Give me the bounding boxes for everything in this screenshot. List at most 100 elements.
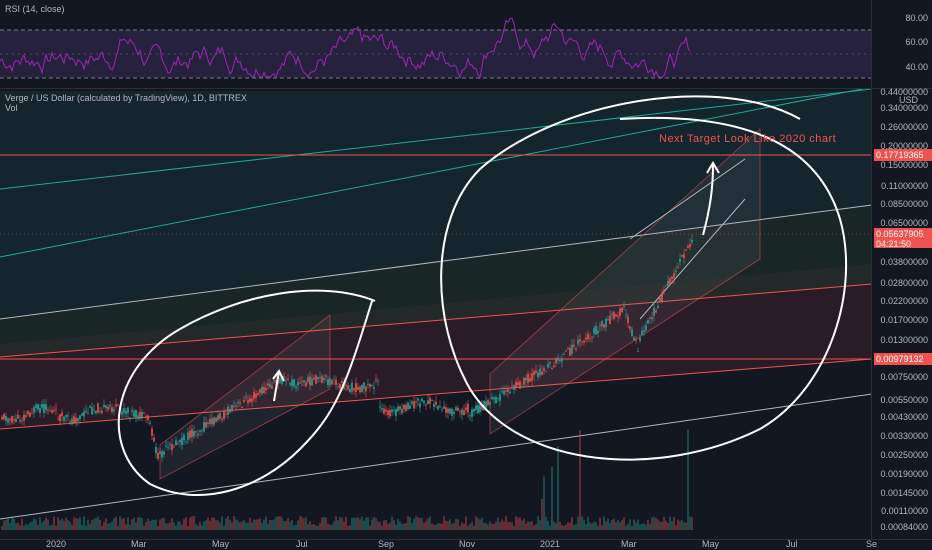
volume-bar	[377, 521, 379, 530]
volume-bar	[291, 520, 293, 530]
candle-body	[209, 418, 211, 424]
candle-body	[663, 289, 665, 293]
symbol-legend[interactable]: Verge / US Dollar (calculated by Trading…	[5, 93, 247, 103]
volume-bar	[485, 523, 487, 530]
volume-legend[interactable]: Vol	[5, 103, 18, 113]
channel-line	[0, 283, 872, 358]
volume-bar	[673, 517, 675, 530]
volume-bar	[225, 518, 227, 530]
chart-annotation-text[interactable]: Next Target Look Like 2020 chart	[659, 133, 837, 145]
candle-body	[517, 382, 519, 386]
candle-body	[603, 324, 605, 328]
rsi-indicator-pane[interactable]: RSI (14, close)	[0, 0, 872, 88]
price-scale-label: 0.01300000	[880, 335, 928, 345]
volume-bar	[655, 517, 657, 530]
volume-bar	[431, 523, 433, 530]
volume-bar	[273, 519, 275, 530]
candle-body	[577, 339, 579, 345]
volume-bar	[71, 524, 73, 530]
volume-bar	[569, 522, 571, 530]
volume-bar	[385, 520, 387, 530]
candle-body	[329, 378, 331, 385]
candle-body	[615, 314, 617, 317]
volume-bar	[239, 522, 241, 530]
volume-bar	[583, 519, 585, 530]
volume-bar	[61, 518, 63, 530]
price-chart-pane[interactable]: Verge / US Dollar (calculated by Trading…	[0, 89, 872, 540]
candle-body	[685, 249, 687, 251]
volume-bar	[525, 523, 527, 530]
candle-body	[47, 409, 49, 411]
volume-bar	[533, 525, 535, 530]
upper-level-price-tag[interactable]: 0.17719365	[874, 149, 932, 161]
volume-bar	[37, 525, 39, 530]
candle-body	[597, 330, 599, 334]
volume-bar	[339, 516, 341, 530]
candle-body	[345, 384, 347, 386]
candle-body	[381, 408, 383, 410]
price-scale-label: 0.01700000	[880, 315, 928, 325]
lower-level-price-tag[interactable]: 0.00979132	[874, 353, 932, 365]
candle-body	[571, 344, 573, 354]
pane-divider[interactable]	[0, 88, 932, 89]
price-chart	[0, 89, 872, 530]
candle-body	[75, 417, 77, 423]
candle-body	[283, 375, 285, 378]
volume-bar	[573, 525, 575, 530]
candle-body	[191, 429, 193, 438]
candle-body	[683, 254, 685, 259]
volume-bar	[133, 517, 135, 530]
volume-bar	[9, 523, 11, 530]
candle-body	[165, 445, 167, 447]
volume-bar	[261, 522, 263, 530]
volume-bar	[375, 518, 377, 530]
volume-bar	[279, 516, 281, 530]
rsi-legend[interactable]: RSI (14, close)	[5, 4, 65, 14]
volume-bar	[545, 516, 547, 530]
candle-body	[305, 382, 307, 387]
volume-bar	[397, 519, 399, 530]
candle-body	[317, 377, 319, 380]
price-scale-label: 0.00145000	[880, 488, 928, 498]
candle-body	[519, 381, 521, 389]
candle-body	[219, 412, 221, 419]
volume-bar	[345, 516, 347, 530]
candle-body	[549, 362, 551, 364]
volume-bar	[333, 521, 335, 530]
candle-body	[569, 348, 571, 356]
candle-body	[181, 437, 183, 445]
candle-body	[55, 409, 57, 410]
candle-body	[417, 398, 419, 401]
volume-bar	[577, 516, 579, 530]
candle-body	[239, 402, 241, 404]
candle-body	[453, 411, 455, 414]
candle-body	[205, 422, 207, 428]
volume-bar	[505, 516, 507, 530]
volume-bar	[221, 516, 223, 530]
candle-body	[49, 410, 51, 412]
volume-bar	[139, 517, 141, 530]
candle-body	[547, 363, 549, 368]
current-price-tag[interactable]: 0.05637905 04:21:50	[874, 228, 932, 249]
price-scale[interactable]: 0.44000000 USD 0.34000000 0.26000000 0.2…	[871, 87, 932, 540]
candle-body	[359, 386, 361, 392]
volume-bar	[467, 525, 469, 530]
candle-body	[65, 415, 67, 418]
volume-bar	[605, 521, 607, 530]
rsi-scale[interactable]: 80.00 60.00 40.00	[871, 0, 932, 88]
time-axis-label: May	[702, 539, 720, 549]
volume-bar	[195, 524, 197, 530]
candle-body	[443, 406, 445, 409]
volume-bar	[359, 519, 361, 530]
time-axis[interactable]: 2020 Mar May Jul Sep Nov 2021 Mar May Ju…	[0, 539, 932, 550]
candle-body	[551, 368, 553, 369]
candle-body	[431, 399, 433, 401]
candle-body	[513, 385, 515, 390]
candle-body	[587, 334, 589, 339]
price-scale-label: 0.00330000	[880, 431, 928, 441]
volume-bar	[77, 518, 79, 530]
volume-bar	[417, 517, 419, 530]
volume-bar	[237, 520, 239, 530]
time-axis-label: Nov	[459, 539, 476, 549]
volume-bar	[101, 525, 103, 530]
